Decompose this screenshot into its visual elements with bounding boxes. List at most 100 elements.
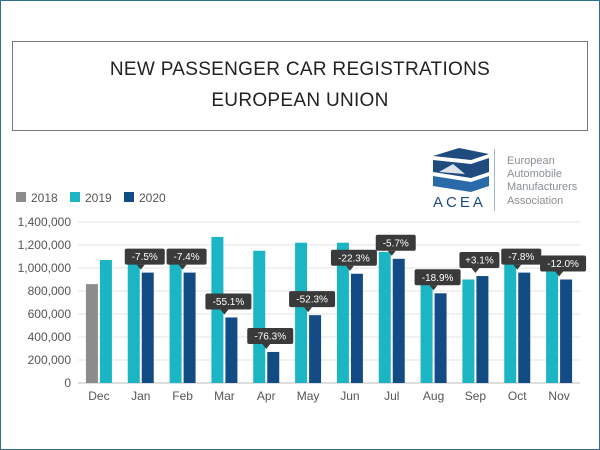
org-line: Manufacturers bbox=[507, 181, 578, 194]
bar-2019-dec bbox=[99, 259, 112, 383]
callout-box bbox=[540, 255, 587, 272]
legend-label-2020: 2020 bbox=[139, 191, 166, 205]
change-callouts: -7.5% -7.4% -55.1% -76.3% -52.3% -22.3% -5.7% -… bbox=[124, 234, 587, 349]
bar-2019-nov bbox=[546, 265, 559, 383]
bar-2020-jun bbox=[350, 273, 363, 383]
callout-label: -22.3% bbox=[338, 253, 370, 264]
x-tick-label: Apr bbox=[257, 389, 276, 403]
bar-2020-oct bbox=[518, 272, 531, 383]
bar-2020-mar bbox=[225, 317, 238, 383]
x-tick-label: May bbox=[297, 389, 320, 403]
callout-sep: +3.1% bbox=[459, 252, 500, 274]
x-tick-label: Aug bbox=[423, 389, 444, 403]
callout-pointer bbox=[262, 343, 271, 349]
callout-label: -7.5% bbox=[132, 252, 158, 263]
callout-jan: -7.5% bbox=[124, 248, 165, 270]
bar-2020-nov bbox=[560, 279, 573, 383]
callout-mar: -55.1% bbox=[205, 293, 252, 315]
x-tick-label: Dec bbox=[88, 389, 109, 403]
y-tick-label: 600,000 bbox=[28, 307, 72, 321]
y-tick-label: 1,400,000 bbox=[18, 215, 72, 229]
callout-box bbox=[247, 327, 294, 344]
y-tick-label: 200,000 bbox=[28, 353, 72, 367]
y-axis: 0 200,000 400,000 600,000 800,000 1,000,000 1,… bbox=[18, 215, 72, 390]
callout-box bbox=[330, 249, 377, 266]
callout-label: -7.4% bbox=[174, 252, 200, 263]
x-tick-label: Mar bbox=[214, 389, 235, 403]
x-axis: Dec Jan Feb Mar Apr May Jun Jul Aug Sep Oct Nov bbox=[88, 389, 570, 403]
callout-pointer bbox=[429, 285, 438, 291]
acea-wordmark: ACEA bbox=[433, 194, 486, 211]
bars bbox=[85, 236, 573, 383]
y-tick-label: 400,000 bbox=[28, 330, 72, 344]
legend-label-2019: 2019 bbox=[85, 191, 112, 205]
callout-box bbox=[124, 248, 165, 265]
org-line: Association bbox=[507, 194, 564, 207]
legend-swatch-2018 bbox=[16, 192, 26, 202]
callout-nov: -12.0% bbox=[540, 255, 587, 277]
page-title: NEW PASSENGER CAR REGISTRATIONS bbox=[109, 59, 491, 80]
legend-label-2018: 2018 bbox=[31, 191, 58, 205]
bar-2020-sep bbox=[476, 276, 489, 383]
bar-2019-oct bbox=[504, 263, 517, 383]
callout-jul: -5.7% bbox=[375, 234, 416, 256]
callout-label: +3.1% bbox=[465, 256, 494, 267]
bar-2019-may bbox=[295, 242, 308, 383]
bar-2019-jul bbox=[378, 251, 391, 383]
bar-2019-jun bbox=[336, 242, 349, 383]
bar-2020-may bbox=[309, 315, 322, 383]
callout-may: -52.3% bbox=[289, 291, 336, 313]
callout-apr: -76.3% bbox=[247, 327, 294, 349]
callout-box bbox=[414, 269, 461, 286]
callout-oct: -7.8% bbox=[501, 248, 542, 270]
bar-2020-feb bbox=[183, 272, 196, 383]
y-tick-label: 0 bbox=[64, 376, 71, 390]
callout-box bbox=[205, 293, 252, 310]
x-tick-label: Sep bbox=[465, 389, 487, 403]
callout-pointer bbox=[387, 250, 396, 256]
bar-2020-apr bbox=[267, 351, 280, 383]
callout-box bbox=[375, 234, 416, 251]
page-subtitle: EUROPEAN UNION bbox=[211, 90, 389, 111]
bar-2019-aug bbox=[420, 272, 433, 383]
callout-pointer bbox=[136, 264, 145, 270]
callout-pointer bbox=[555, 271, 564, 277]
x-tick-label: Jun bbox=[340, 389, 359, 403]
bar-2019-apr bbox=[253, 250, 266, 383]
callout-aug: -18.9% bbox=[414, 269, 461, 291]
callout-label: -5.7% bbox=[383, 238, 409, 249]
bar-2020-jan bbox=[141, 272, 154, 383]
bar-2019-feb bbox=[169, 263, 182, 383]
callout-label: -55.1% bbox=[213, 297, 245, 308]
org-line: European bbox=[507, 155, 555, 167]
legend-swatch-2020 bbox=[124, 192, 134, 202]
x-tick-label: Feb bbox=[172, 389, 193, 403]
acea-org-name: European Automobile Manufacturers Associ… bbox=[507, 155, 577, 208]
callout-label: -7.8% bbox=[508, 252, 534, 263]
callout-pointer bbox=[178, 264, 187, 270]
callout-box bbox=[459, 252, 500, 269]
callout-box bbox=[501, 248, 542, 265]
x-tick-label: Nov bbox=[548, 389, 569, 403]
callout-pointer bbox=[220, 309, 229, 315]
callout-jun: -22.3% bbox=[330, 249, 377, 271]
legend-swatch-2019 bbox=[70, 192, 80, 202]
bar-2018-dec bbox=[85, 284, 98, 383]
x-tick-label: Jan bbox=[131, 389, 150, 403]
callout-pointer bbox=[345, 265, 354, 271]
bar-2019-sep bbox=[462, 279, 475, 383]
bar-2019-mar bbox=[211, 236, 224, 383]
logo-divider bbox=[494, 149, 495, 211]
legend: 2018 2019 2020 bbox=[16, 191, 166, 205]
callout-pointer bbox=[513, 264, 522, 270]
acea-logo-icon bbox=[433, 148, 489, 192]
bar-2020-jul bbox=[392, 258, 405, 383]
y-tick-label: 1,000,000 bbox=[18, 261, 72, 275]
callout-pointer bbox=[471, 268, 480, 274]
bar-2020-aug bbox=[434, 293, 447, 383]
callout-label: -76.3% bbox=[254, 331, 286, 342]
gridlines bbox=[78, 221, 580, 384]
bar-2019-jan bbox=[127, 263, 140, 383]
callout-pointer bbox=[304, 307, 313, 313]
